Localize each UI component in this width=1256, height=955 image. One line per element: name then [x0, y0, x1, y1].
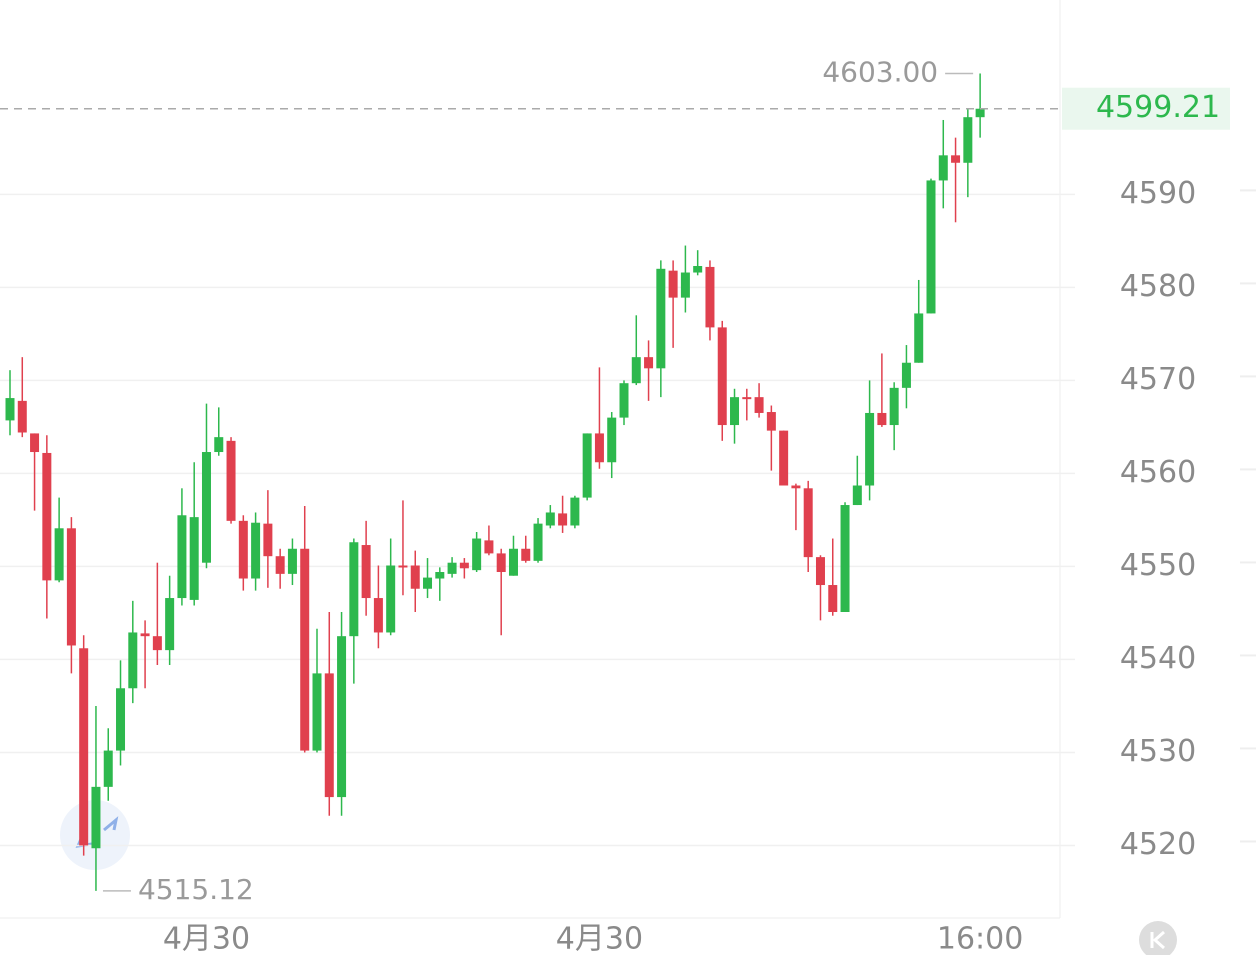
candle-body: [103, 750, 113, 787]
candle-body: [5, 398, 15, 421]
candle-body: [17, 400, 27, 433]
candle-body: [238, 520, 248, 579]
candle-body: [361, 545, 371, 599]
candle-body: [324, 673, 334, 798]
candle-body: [30, 433, 40, 453]
candle-body: [312, 673, 322, 751]
candle-body: [226, 440, 236, 521]
candle-body: [963, 117, 973, 163]
last-price-label: 4599.21: [1096, 90, 1220, 125]
candle-body: [496, 553, 506, 573]
candle-body: [938, 155, 948, 181]
candle-body: [889, 387, 899, 426]
candle-body: [803, 488, 813, 558]
y-tick-label: 4570: [1120, 362, 1196, 397]
candle-body: [251, 522, 261, 579]
candle-body: [410, 565, 420, 589]
candle-body: [975, 108, 985, 118]
y-tick-label: 4520: [1120, 827, 1196, 862]
x-tick-label: 4月30: [556, 922, 643, 955]
candle-body: [901, 362, 911, 388]
candle-body: [926, 180, 936, 314]
candle-body: [337, 636, 347, 798]
candle-body: [349, 542, 359, 637]
candle-body: [140, 633, 150, 637]
candle-body: [152, 636, 162, 651]
candle-body: [472, 538, 482, 571]
candle-body: [828, 585, 838, 612]
candle-body: [680, 272, 690, 298]
candle-body: [951, 155, 961, 163]
y-tick-label: 4560: [1120, 455, 1196, 490]
candle-body: [459, 562, 469, 569]
x-tick-label: 16:00: [937, 922, 1023, 955]
candle-body: [533, 523, 543, 561]
candle-body: [594, 433, 604, 463]
candle-body: [201, 452, 211, 563]
candle-body: [373, 598, 383, 633]
candle-body: [287, 548, 297, 574]
candle-body: [508, 548, 518, 576]
candle-body: [840, 505, 850, 612]
candle-body: [730, 397, 740, 426]
candle-body: [435, 572, 445, 579]
candle-body: [877, 412, 887, 426]
y-tick-label: 4540: [1120, 641, 1196, 676]
candle-body: [693, 266, 703, 273]
candle-body: [815, 557, 825, 586]
candle-body: [275, 556, 285, 574]
candle-body: [386, 565, 396, 633]
candle-body: [644, 357, 654, 369]
candle-body: [545, 512, 555, 526]
candle-body: [766, 412, 776, 431]
candle-body: [521, 548, 531, 561]
kline-icon[interactable]: [1150, 930, 1165, 950]
candle-body: [398, 565, 408, 568]
candle-body: [668, 270, 678, 298]
candle-body: [116, 688, 126, 751]
y-tick-label: 4580: [1120, 269, 1196, 304]
candle-body: [128, 632, 138, 689]
candle-body: [914, 313, 924, 363]
candle-body: [423, 577, 433, 589]
candle-body: [165, 598, 175, 651]
candle-body: [656, 268, 666, 369]
candle-body: [619, 383, 629, 418]
last-price-box: [1062, 87, 1230, 130]
candle-body: [79, 648, 89, 846]
candle-body: [214, 437, 224, 453]
candle-body: [300, 548, 310, 751]
candle-body: [570, 497, 580, 526]
candle-body: [607, 417, 617, 463]
candle-body: [865, 412, 875, 486]
candle-body: [177, 515, 187, 599]
candle-body: [189, 517, 199, 600]
y-tick-label: 4550: [1120, 548, 1196, 583]
candle-body: [779, 430, 789, 486]
candle-body: [447, 562, 457, 574]
candle-body: [631, 357, 641, 384]
high-annotation: 4603.00: [822, 55, 938, 88]
candle-body: [742, 397, 752, 400]
candle-body: [754, 397, 764, 413]
x-tick-label: 4月30: [163, 922, 250, 955]
candle-body: [582, 433, 592, 498]
candle-body: [717, 327, 727, 426]
candle-body: [91, 786, 101, 849]
candle-body: [852, 485, 862, 506]
y-tick-label: 4590: [1120, 176, 1196, 211]
candle-body: [42, 452, 52, 581]
candle-body: [791, 485, 801, 489]
candle-body: [558, 513, 568, 526]
candle-body: [263, 523, 273, 557]
low-annotation: 4515.12: [138, 873, 254, 906]
candle-body: [66, 528, 76, 646]
candle-body: [484, 540, 494, 554]
candle-body: [705, 266, 715, 328]
candle-body: [54, 528, 64, 581]
y-tick-label: 4530: [1120, 734, 1196, 769]
